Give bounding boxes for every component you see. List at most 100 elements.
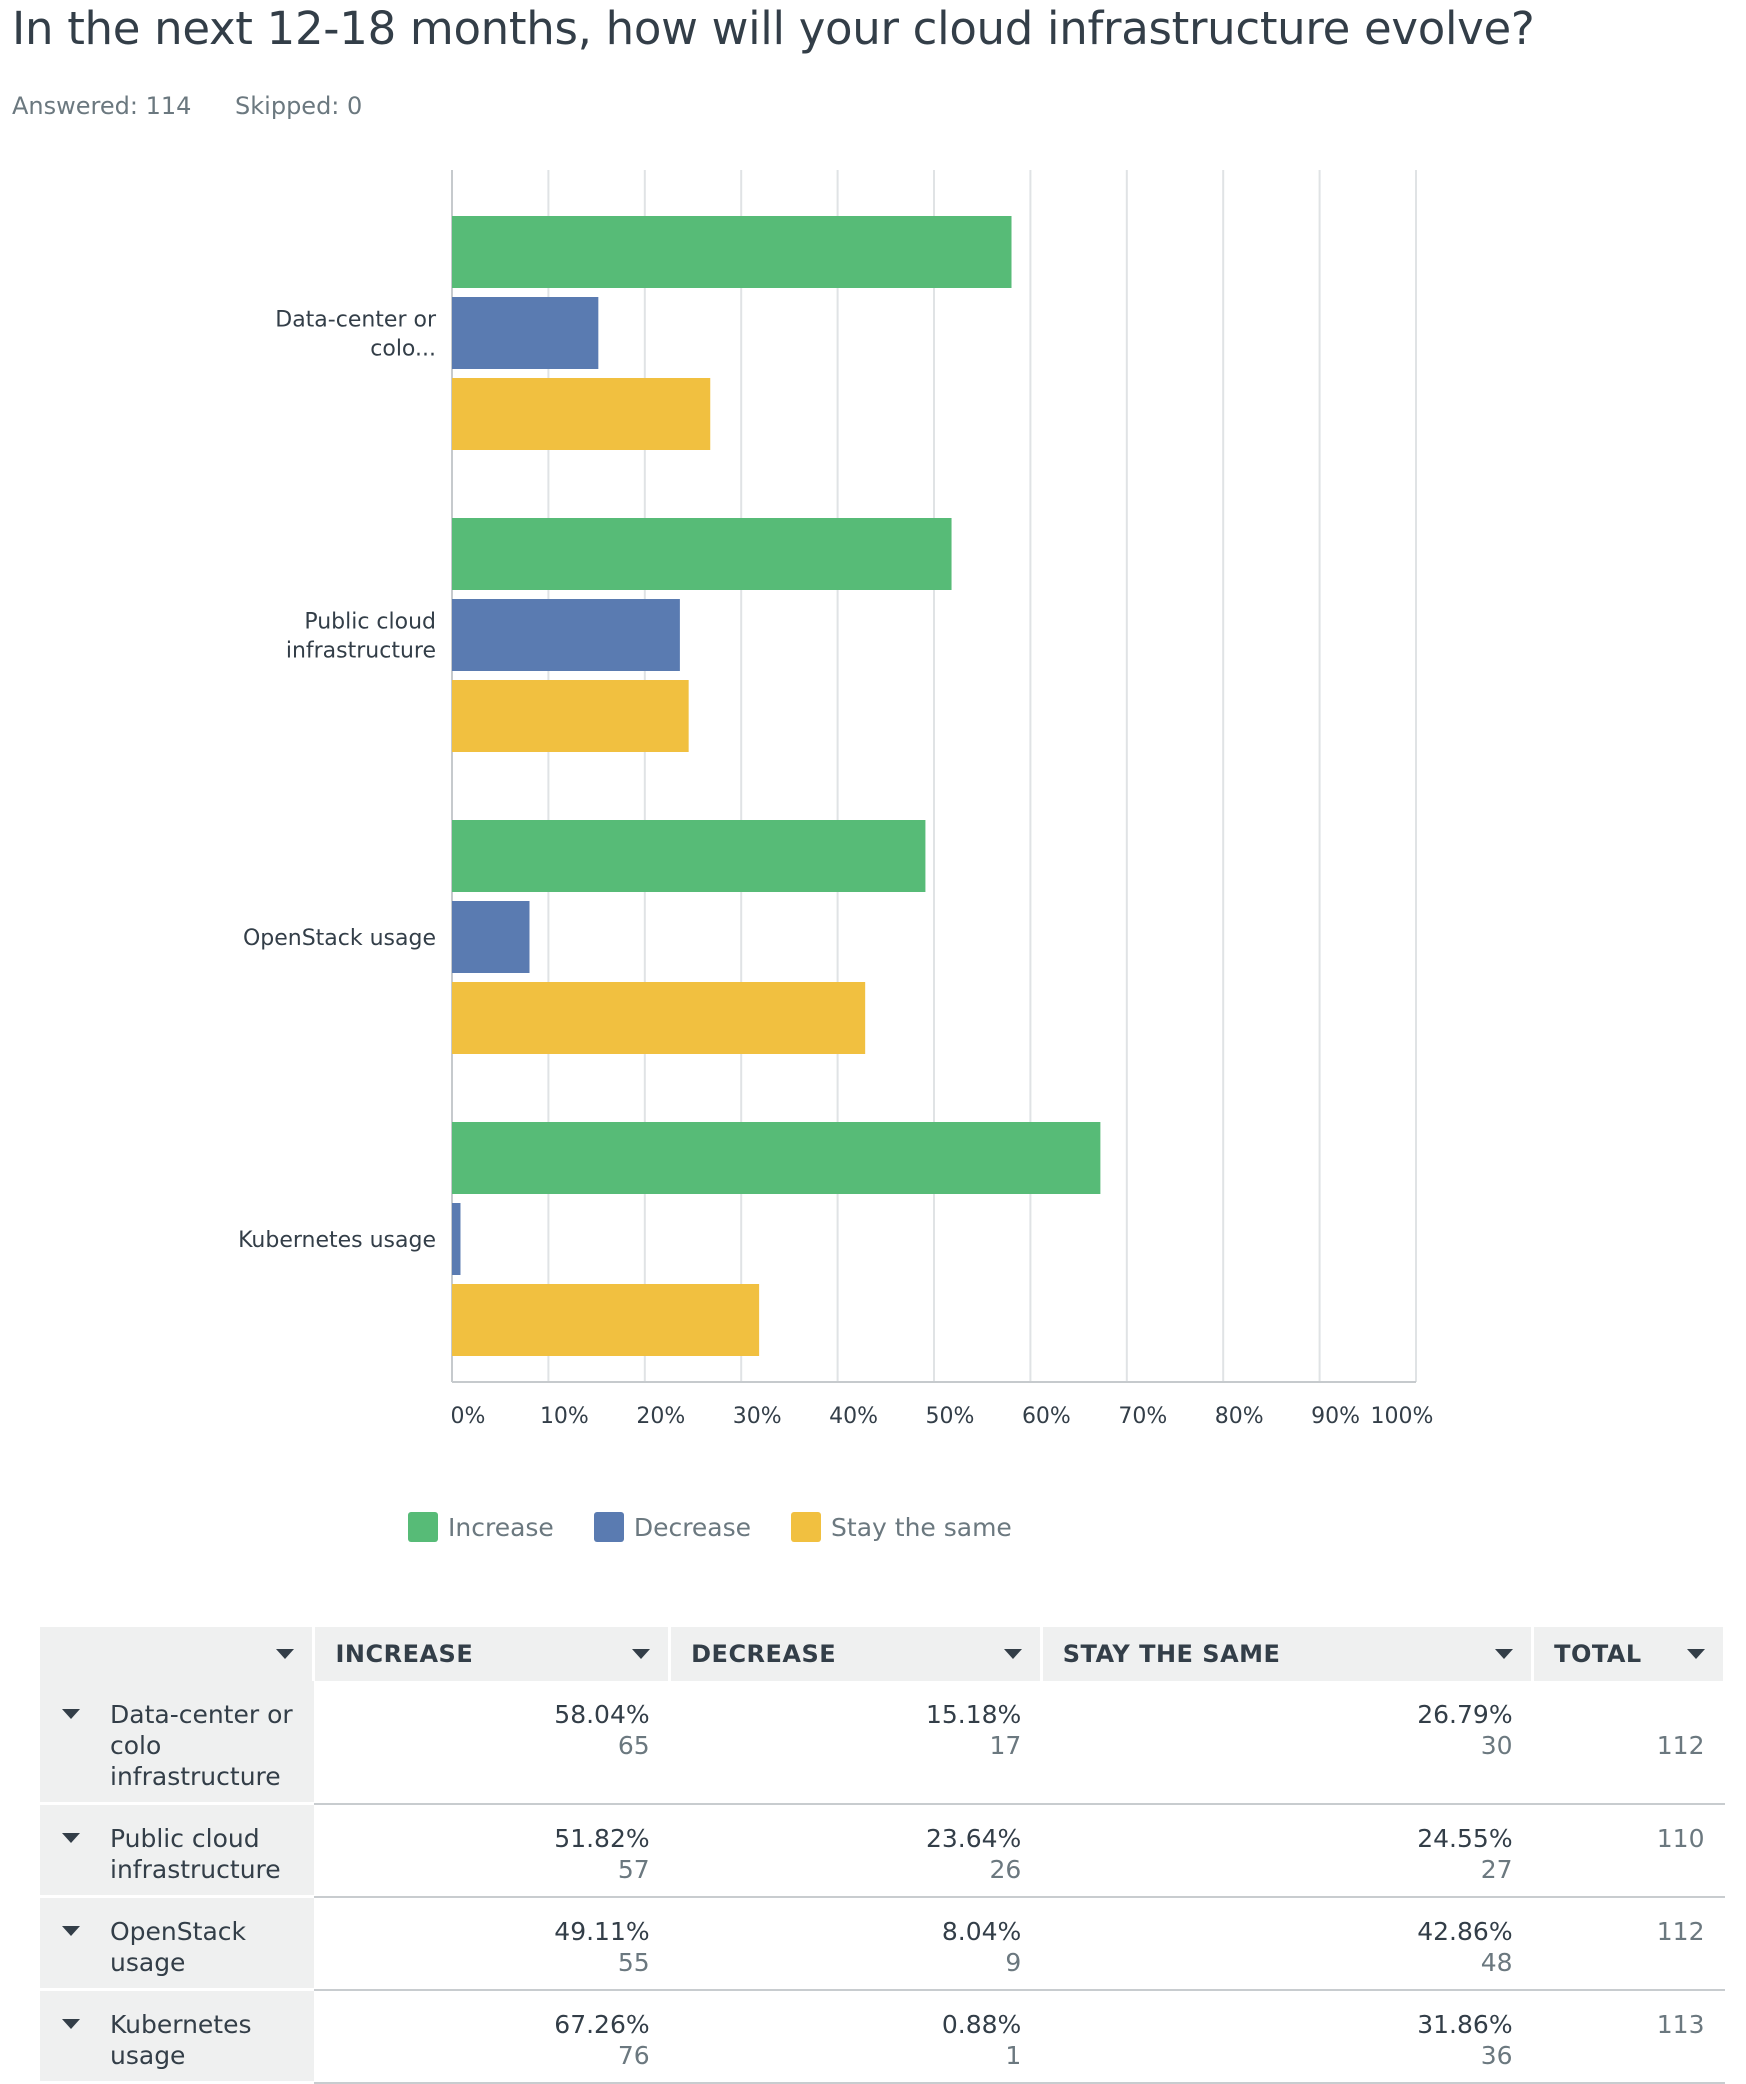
row-label[interactable]: Public cloud infrastructure	[40, 1803, 314, 1898]
summary-table: INCREASE DECREASE STAY THE SAME TOTAL Da…	[40, 1627, 1726, 2084]
bar-decrease[interactable]	[452, 901, 530, 973]
cell-pct: 0.88%	[941, 2009, 1022, 2039]
row-label-text: OpenStack usage	[110, 1917, 246, 1977]
cell-count: 57	[617, 1854, 650, 1884]
table-row: Data-center or colo infrastructure 58.04…	[40, 1681, 1725, 1805]
bar-decrease[interactable]	[452, 1203, 461, 1275]
cell-pct: 51.82%	[554, 1823, 650, 1853]
chevron-down-icon[interactable]	[276, 1649, 295, 1659]
cell-increase: 58.04% 65	[313, 1681, 670, 1805]
row-label[interactable]: OpenStack usage	[40, 1896, 314, 1991]
y-category-label: Data-center or colo...	[275, 308, 437, 362]
cell-decrease: 23.64% 26	[669, 1803, 1042, 1898]
header-sort-label[interactable]	[40, 1627, 316, 1681]
cell-decrease: 15.18% 17	[669, 1681, 1042, 1805]
cell-total: 113	[1532, 1989, 1725, 2084]
y-category-label: OpenStack usage	[243, 926, 436, 951]
chevron-down-icon[interactable]	[1687, 1649, 1705, 1659]
header-decrease[interactable]: DECREASE	[669, 1627, 1043, 1681]
cell-decrease: 0.88% 1	[669, 1989, 1042, 2084]
header-total[interactable]: TOTAL	[1532, 1627, 1726, 1681]
x-tick-label: 30%	[733, 1404, 782, 1429]
y-category-label: Kubernetes usage	[238, 1228, 436, 1253]
table-header-row: INCREASE DECREASE STAY THE SAME TOTAL	[40, 1627, 1726, 1681]
bar-decrease[interactable]	[452, 599, 680, 671]
bar-chart: 0% 10% 20% 30% 40% 50% 60% 70% 80% 90% 100% Data-ce…	[238, 170, 1434, 1429]
skipped-count: Skipped: 0	[235, 92, 363, 120]
chevron-down-icon[interactable]	[1003, 1649, 1022, 1659]
chevron-down-icon[interactable]	[62, 1709, 80, 1719]
table-row: Public cloud infrastructure 51.82% 57 23.…	[40, 1803, 1725, 1898]
cell-pct: 23.64%	[925, 1823, 1022, 1853]
cell-increase: 51.82% 57	[313, 1803, 670, 1898]
cell-pct: 8.04%	[941, 1916, 1022, 1946]
cell-stay: 24.55% 27	[1041, 1803, 1533, 1898]
x-tick-label: 20%	[636, 1404, 685, 1429]
legend-item-decrease[interactable]: Decrease	[593, 1512, 752, 1542]
cell-stay: 26.79% 30	[1041, 1681, 1533, 1805]
x-tick-label: 60%	[1022, 1404, 1071, 1429]
x-tick-label: 40%	[829, 1404, 878, 1429]
cell-pct: 58.04%	[554, 1700, 650, 1729]
cell-count: 36	[1480, 2040, 1513, 2070]
table-row: Kubernetes usage 67.26% 76 0.88% 1 31.86% 3…	[40, 1989, 1725, 2084]
y-category-label: Public cloud infrastructure	[286, 610, 436, 664]
bar-increase[interactable]	[452, 518, 952, 590]
row-label[interactable]: Kubernetes usage	[40, 1989, 314, 2084]
chevron-down-icon[interactable]	[62, 1833, 80, 1843]
cell-pct: 24.55%	[1417, 1823, 1513, 1853]
header-decrease-label: DECREASE	[691, 1640, 837, 1668]
cell-stay: 42.86% 48	[1041, 1896, 1533, 1991]
row-label[interactable]: Data-center or colo infrastructure	[40, 1681, 314, 1805]
bar-increase[interactable]	[452, 820, 926, 892]
cell-count: 26	[989, 1854, 1022, 1884]
header-increase-label: INCREASE	[335, 1640, 474, 1668]
chevron-down-icon[interactable]	[632, 1649, 651, 1659]
bar-stay-the-same[interactable]	[452, 1284, 760, 1356]
chevron-down-icon[interactable]	[62, 2019, 80, 2029]
response-stats: Answered: 114 Skipped: 0	[12, 92, 398, 120]
bar-increase[interactable]	[452, 1122, 1101, 1194]
bar-stay-the-same[interactable]	[452, 378, 711, 450]
x-tick-label: 80%	[1215, 1404, 1264, 1429]
legend-label-decrease: Decrease	[633, 1512, 752, 1542]
legend-item-stay[interactable]: Stay the same	[791, 1512, 1012, 1542]
legend-label-increase: Increase	[448, 1512, 554, 1542]
chevron-down-icon[interactable]	[62, 1926, 80, 1936]
header-increase[interactable]: INCREASE	[313, 1627, 672, 1681]
cell-stay: 31.86% 36	[1041, 1989, 1533, 2084]
x-tick-label: 70%	[1118, 1404, 1167, 1429]
cell-increase: 67.26% 76	[313, 1989, 670, 2084]
cell-count: 1	[1005, 2040, 1022, 2070]
cell-count: 48	[1480, 1947, 1513, 1977]
cell-total: 112	[1532, 1681, 1725, 1805]
cell-count: 55	[617, 1947, 650, 1977]
row-label-text: Kubernetes usage	[110, 2010, 252, 2070]
bar-decrease[interactable]	[452, 297, 599, 369]
bar-stay-the-same[interactable]	[452, 982, 866, 1054]
cell-count: 27	[1480, 1854, 1513, 1884]
legend-item-increase[interactable]: Increase	[408, 1512, 554, 1542]
cell-decrease: 8.04% 9	[669, 1896, 1042, 1991]
cell-pct: 42.86%	[1417, 1916, 1513, 1946]
header-stay-label: STAY THE SAME	[1062, 1640, 1281, 1668]
question-title: In the next 12-18 months, how will your …	[12, 2, 1535, 55]
x-tick-label: 50%	[926, 1404, 975, 1429]
cell-count: 9	[1005, 1947, 1022, 1977]
bar-increase[interactable]	[452, 216, 1012, 288]
cell-count: 17	[989, 1731, 1022, 1760]
x-tick-label: 0%	[451, 1404, 486, 1429]
cell-pct: 67.26%	[554, 2009, 650, 2039]
chevron-down-icon[interactable]	[1495, 1649, 1514, 1659]
cell-pct: 49.11%	[554, 1916, 650, 1946]
table-row: OpenStack usage 49.11% 55 8.04% 9 42.86% 48…	[40, 1896, 1725, 1991]
legend-swatch-decrease	[593, 1512, 624, 1542]
bar-stay-the-same[interactable]	[452, 680, 689, 752]
row-label-text: Data-center or colo infrastructure	[110, 1700, 293, 1791]
x-tick-label: 100%	[1371, 1404, 1434, 1429]
cell-increase: 49.11% 55	[313, 1896, 670, 1991]
cell-count: 30	[1480, 1731, 1513, 1760]
row-label-text: Public cloud infrastructure	[110, 1824, 281, 1884]
header-stay[interactable]: STAY THE SAME	[1041, 1627, 1535, 1681]
legend-swatch-stay	[791, 1512, 822, 1542]
